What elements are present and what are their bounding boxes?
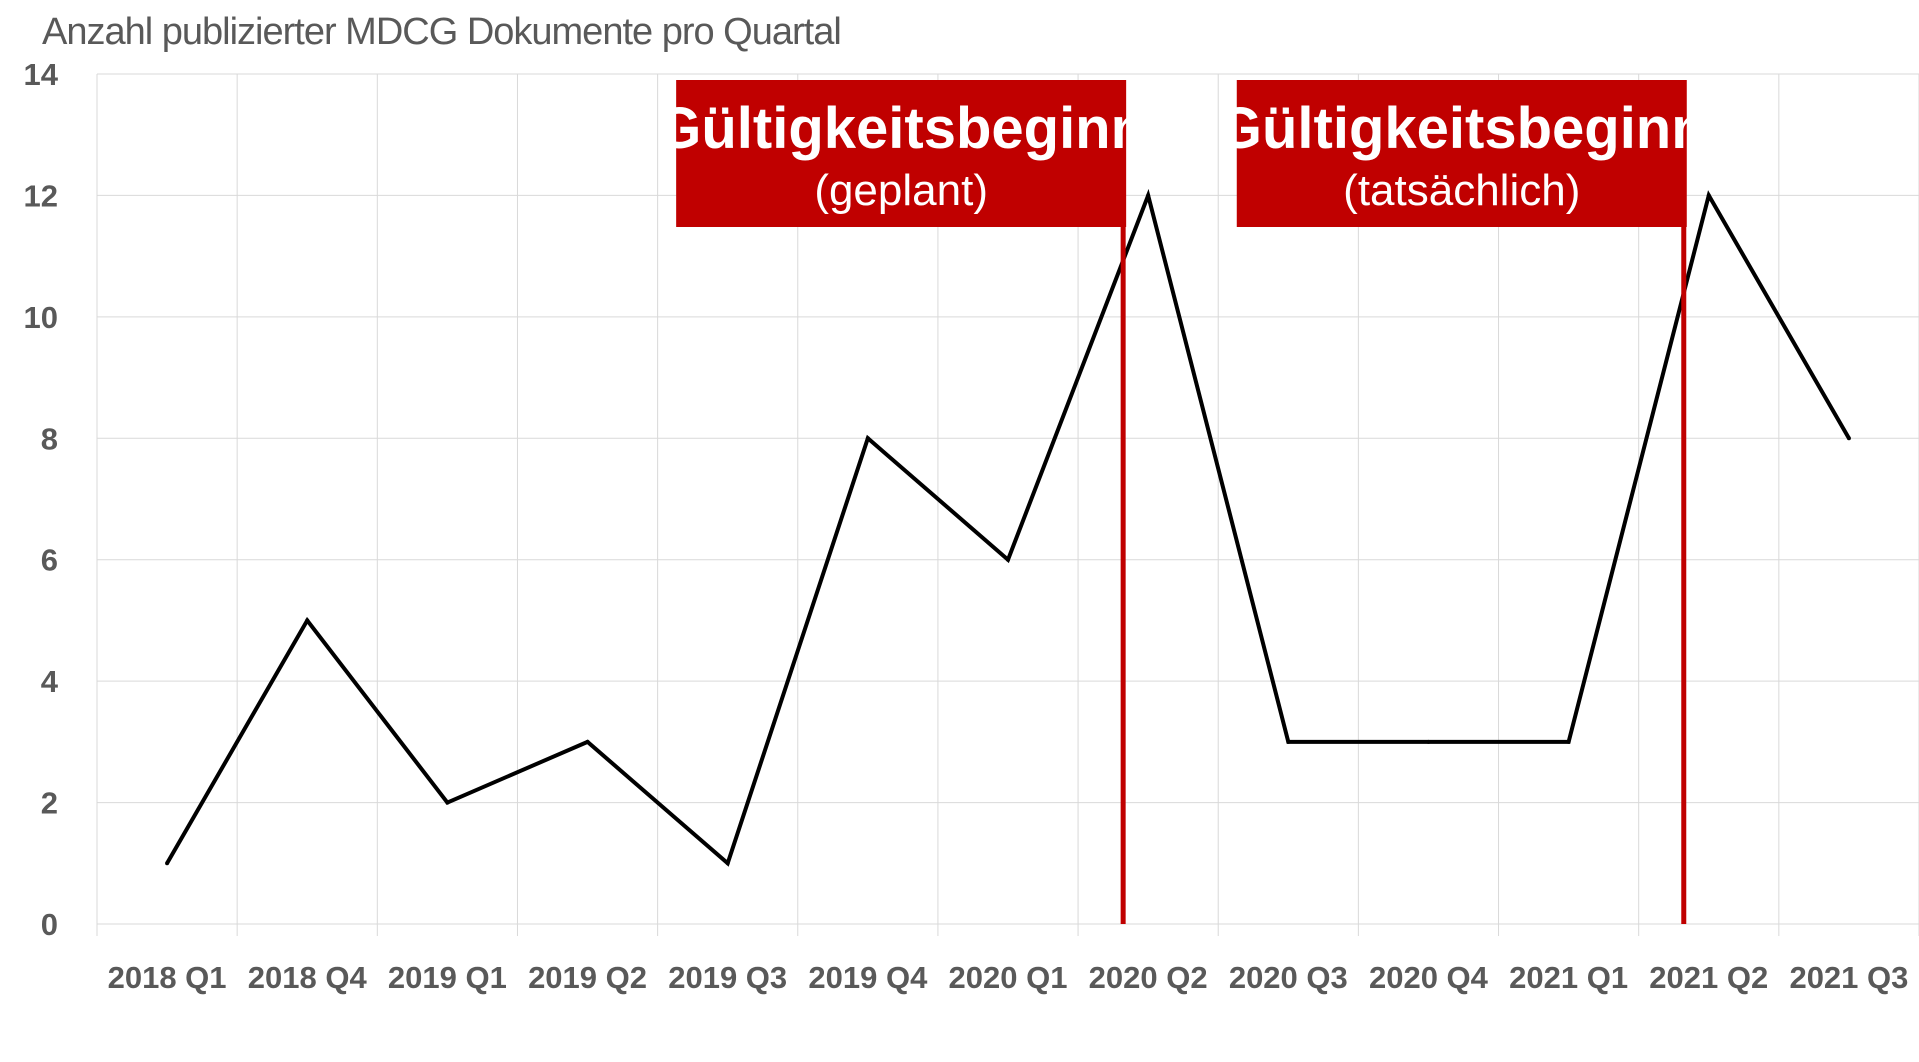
data-point <box>305 618 310 623</box>
x-tick-label: 2019 Q4 <box>808 960 928 995</box>
data-point <box>445 800 450 805</box>
y-tick-label: 12 <box>24 178 58 213</box>
x-tick-label: 2019 Q3 <box>668 960 787 995</box>
data-point <box>1006 557 1010 562</box>
chart-title: Anzahl publizierter MDCG Dokumente pro Q… <box>42 11 841 53</box>
data-point <box>865 436 870 441</box>
x-tick-label: 2019 Q1 <box>388 960 507 995</box>
y-tick-label: 14 <box>24 57 59 92</box>
grid <box>96 73 1919 936</box>
y-tick-label: 10 <box>24 300 58 335</box>
annotations: Gültigkeitsbeginn(geplant)Gültigkeitsbeg… <box>656 80 1707 924</box>
x-tick-label: 2020 Q3 <box>1229 960 1348 995</box>
data-point <box>1846 436 1851 441</box>
data-point <box>165 861 170 866</box>
annotation-title: Gültigkeitsbeginn <box>1217 96 1707 161</box>
data-point <box>725 861 730 866</box>
x-tick-label: 2021 Q2 <box>1649 960 1768 995</box>
x-tick-label: 2018 Q1 <box>108 960 227 995</box>
data-point <box>1706 193 1711 198</box>
data-point <box>1566 739 1571 744</box>
y-tick-label: 8 <box>41 421 58 456</box>
x-tick-label: 2021 Q3 <box>1789 960 1908 995</box>
x-tick-label: 2019 Q2 <box>528 960 647 995</box>
x-tick-label: 2020 Q1 <box>949 960 1068 995</box>
annotation-box <box>1236 80 1687 227</box>
annotation-title: Gültigkeitsbeginn <box>656 96 1146 161</box>
data-point <box>1286 739 1291 744</box>
data-point <box>1146 193 1151 198</box>
y-tick-label: 0 <box>41 907 58 942</box>
y-tick-label: 4 <box>41 664 59 699</box>
annotation-subtitle: (geplant) <box>814 166 988 215</box>
annotation: Gültigkeitsbeginn (geplant) <box>656 80 1146 924</box>
annotation-box <box>676 80 1127 227</box>
series-line <box>165 188 1851 867</box>
data-point <box>585 739 590 744</box>
series-layer <box>165 188 1851 867</box>
x-tick-label: 2020 Q4 <box>1369 960 1489 995</box>
x-tick-label: 2018 Q4 <box>248 960 368 995</box>
data-point <box>1426 739 1431 744</box>
y-tick-label: 6 <box>41 543 58 578</box>
annotation: Gültigkeitsbeginn (tatsächlich) <box>1217 80 1707 924</box>
y-tick-label: 2 <box>41 786 58 821</box>
x-tick-label: 2020 Q2 <box>1089 960 1208 995</box>
axis-labels: 0 2 4 6 8 10 12 14 2018 Q1 2018 Q4 2019 Q1 2019 Q2 2… <box>24 57 1909 995</box>
annotation-subtitle: (tatsächlich) <box>1343 166 1580 215</box>
x-tick-label: 2021 Q1 <box>1509 960 1628 995</box>
